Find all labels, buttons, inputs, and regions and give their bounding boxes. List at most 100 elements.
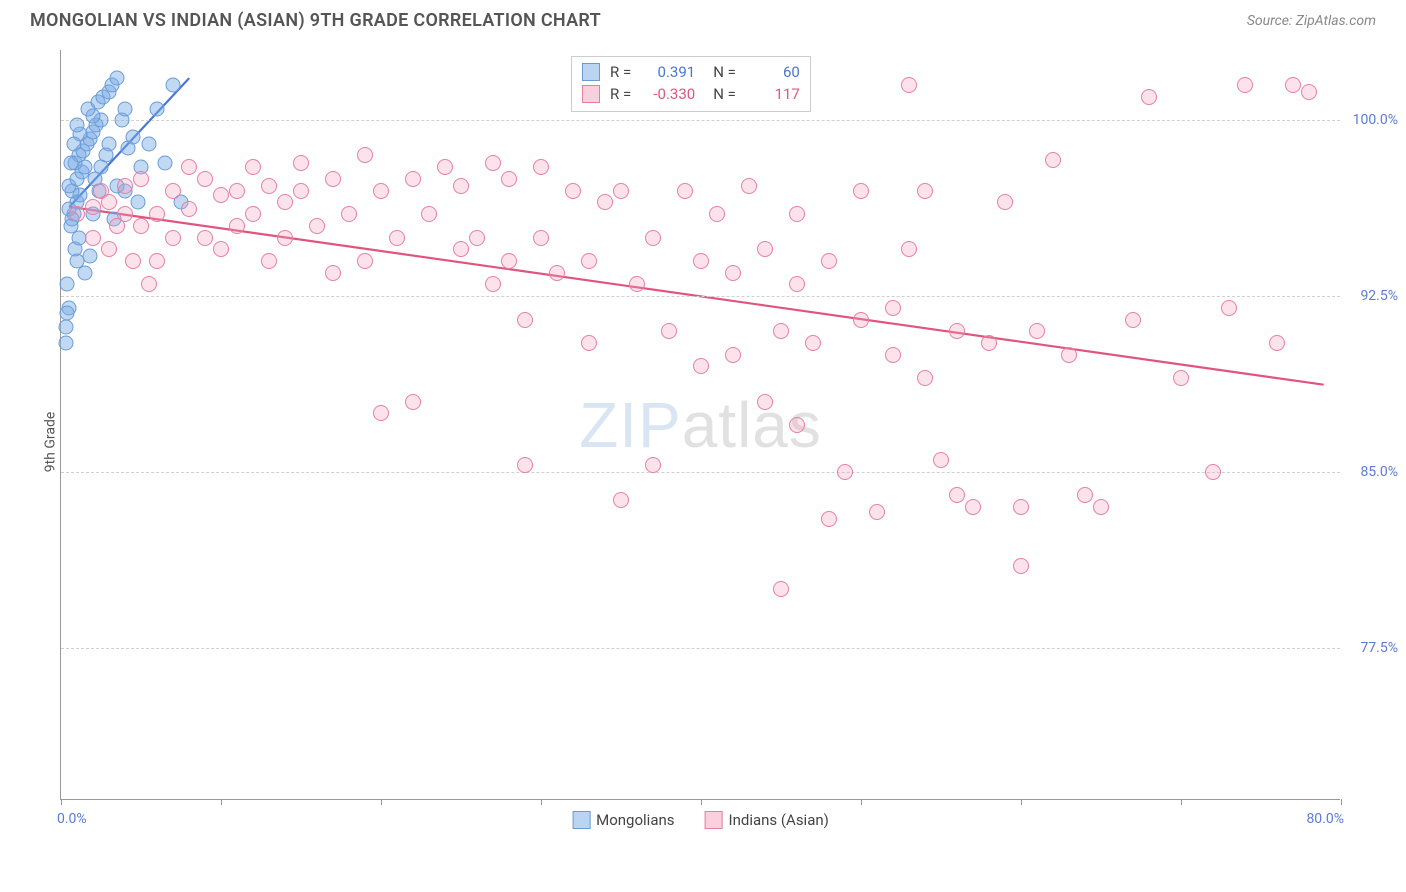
data-point	[453, 178, 469, 194]
data-point	[469, 230, 485, 246]
data-point	[757, 241, 773, 257]
data-point	[130, 195, 145, 210]
data-point	[69, 206, 85, 222]
data-point	[277, 194, 293, 210]
x-tick-label: 0.0%	[57, 811, 87, 827]
data-point	[85, 199, 101, 215]
data-point	[1125, 312, 1141, 328]
data-point	[725, 347, 741, 363]
x-tick	[1341, 799, 1342, 805]
data-point	[613, 492, 629, 508]
data-point	[165, 183, 181, 199]
data-point	[693, 253, 709, 269]
data-point	[389, 230, 405, 246]
data-point	[821, 253, 837, 269]
data-point	[405, 394, 421, 410]
data-point	[549, 265, 565, 281]
data-point	[117, 178, 133, 194]
data-point	[357, 253, 373, 269]
data-point	[158, 155, 173, 170]
x-tick	[1021, 799, 1022, 805]
n-label: N =	[713, 85, 736, 103]
watermark: ZIPatlas	[579, 388, 822, 462]
x-tick	[541, 799, 542, 805]
data-point	[1141, 89, 1157, 105]
series-legend: Mongolians Indians (Asian)	[572, 811, 829, 829]
data-point	[533, 230, 549, 246]
correlation-legend: R =0.391N =60R =-0.330N =117	[571, 56, 811, 112]
data-point	[66, 136, 81, 151]
gridline-h	[61, 648, 1340, 649]
data-point	[197, 230, 213, 246]
data-point	[149, 253, 165, 269]
data-point	[677, 183, 693, 199]
data-point	[405, 171, 421, 187]
data-point	[60, 277, 75, 292]
data-point	[341, 206, 357, 222]
r-value: -0.330	[641, 85, 695, 103]
legend-item: Indians (Asian)	[705, 811, 829, 829]
x-tick	[1181, 799, 1182, 805]
data-point	[58, 319, 73, 334]
data-point	[82, 249, 97, 264]
data-point	[58, 335, 73, 350]
data-point	[325, 265, 341, 281]
data-point	[125, 253, 141, 269]
data-point	[245, 159, 261, 175]
legend-swatch	[582, 85, 600, 103]
data-point	[245, 206, 261, 222]
data-point	[693, 358, 709, 374]
data-point	[101, 241, 117, 257]
data-point	[853, 183, 869, 199]
data-point	[71, 230, 86, 245]
data-point	[373, 405, 389, 421]
data-point	[357, 147, 373, 163]
data-point	[149, 206, 165, 222]
data-point	[1093, 499, 1109, 515]
data-point	[981, 335, 997, 351]
data-point	[885, 347, 901, 363]
gridline-h	[61, 472, 1340, 473]
data-point	[1061, 347, 1077, 363]
source-attribution: Source: ZipAtlas.com	[1247, 13, 1376, 29]
data-point	[1301, 84, 1317, 100]
data-point	[517, 457, 533, 473]
y-tick-label: 85.0%	[1360, 464, 1398, 480]
y-axis-label: 9th Grade	[42, 412, 58, 473]
data-point	[101, 194, 117, 210]
legend-label: Mongolians	[596, 811, 674, 829]
data-point	[725, 265, 741, 281]
data-point	[293, 155, 309, 171]
y-tick-label: 77.5%	[1360, 640, 1398, 656]
data-point	[501, 253, 517, 269]
data-point	[789, 276, 805, 292]
data-point	[709, 206, 725, 222]
data-point	[229, 183, 245, 199]
data-point	[613, 183, 629, 199]
data-point	[133, 218, 149, 234]
data-point	[261, 178, 277, 194]
data-point	[533, 159, 549, 175]
data-point	[70, 118, 85, 133]
data-point	[1045, 152, 1061, 168]
legend-item: Mongolians	[572, 811, 674, 829]
data-point	[373, 183, 389, 199]
data-point	[517, 312, 533, 328]
plot-area: ZIPatlas R =0.391N =60R =-0.330N =117 Mo…	[60, 50, 1340, 800]
data-point	[213, 187, 229, 203]
data-point	[485, 276, 501, 292]
data-point	[126, 129, 141, 144]
gridline-h	[61, 296, 1340, 297]
data-point	[629, 276, 645, 292]
r-label: R =	[610, 85, 631, 103]
data-point	[166, 78, 181, 93]
data-point	[63, 155, 78, 170]
data-point	[837, 464, 853, 480]
n-value: 117	[746, 85, 800, 103]
data-point	[757, 394, 773, 410]
data-point	[1269, 335, 1285, 351]
data-point	[165, 230, 181, 246]
data-point	[901, 77, 917, 93]
data-point	[933, 452, 949, 468]
x-tick	[221, 799, 222, 805]
